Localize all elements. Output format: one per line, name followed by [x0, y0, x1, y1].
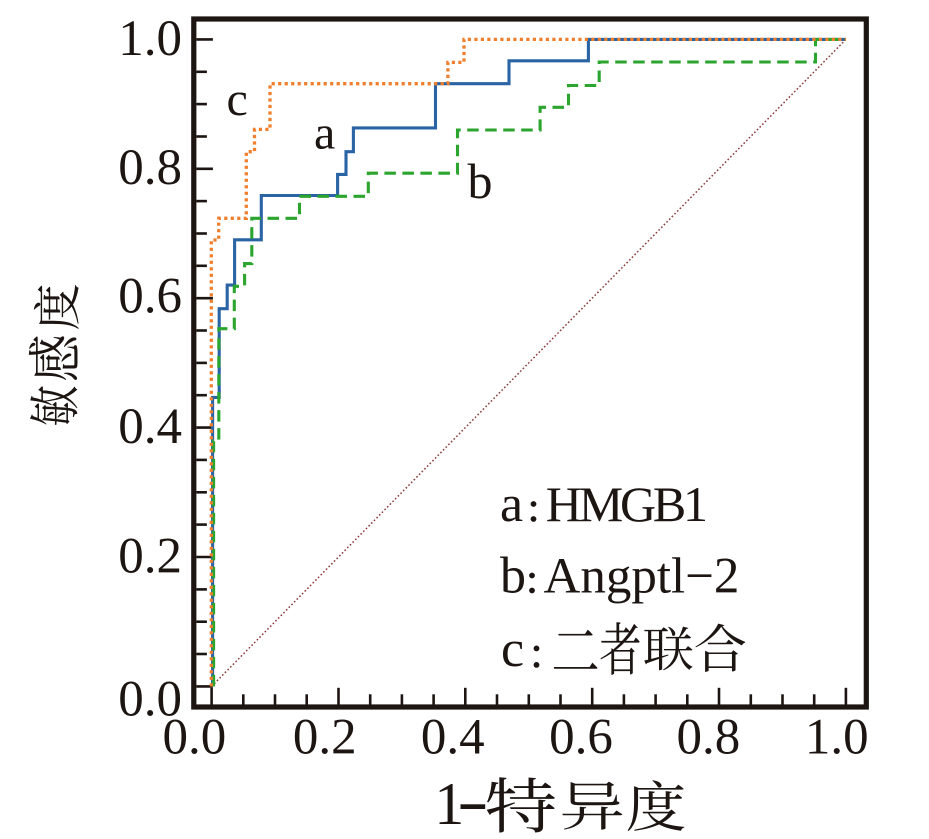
- svg-text:b: b: [468, 153, 493, 209]
- svg-text:a: a: [500, 476, 523, 533]
- svg-text:0.0: 0.0: [118, 671, 182, 727]
- svg-text:0.6: 0.6: [549, 710, 613, 766]
- svg-text:b: b: [500, 548, 526, 605]
- svg-text:0.0: 0.0: [163, 710, 227, 766]
- svg-text:0.2: 0.2: [293, 710, 357, 766]
- svg-text:0.8: 0.8: [118, 140, 182, 196]
- svg-text:0.4: 0.4: [421, 710, 485, 766]
- svg-text:HMGB1: HMGB1: [546, 476, 705, 532]
- svg-text:0.2: 0.2: [118, 529, 182, 585]
- svg-text:0.4: 0.4: [118, 399, 182, 455]
- svg-text:c: c: [501, 621, 524, 678]
- svg-text:1.0: 1.0: [805, 710, 869, 766]
- svg-text:c: c: [227, 73, 248, 126]
- svg-text:0.8: 0.8: [677, 710, 741, 766]
- svg-text:a: a: [314, 107, 335, 160]
- svg-text:1.0: 1.0: [118, 11, 182, 67]
- svg-text:Angptl−2: Angptl−2: [544, 549, 740, 605]
- svg-text:1: 1: [434, 771, 464, 837]
- svg-text:0.6: 0.6: [118, 269, 182, 325]
